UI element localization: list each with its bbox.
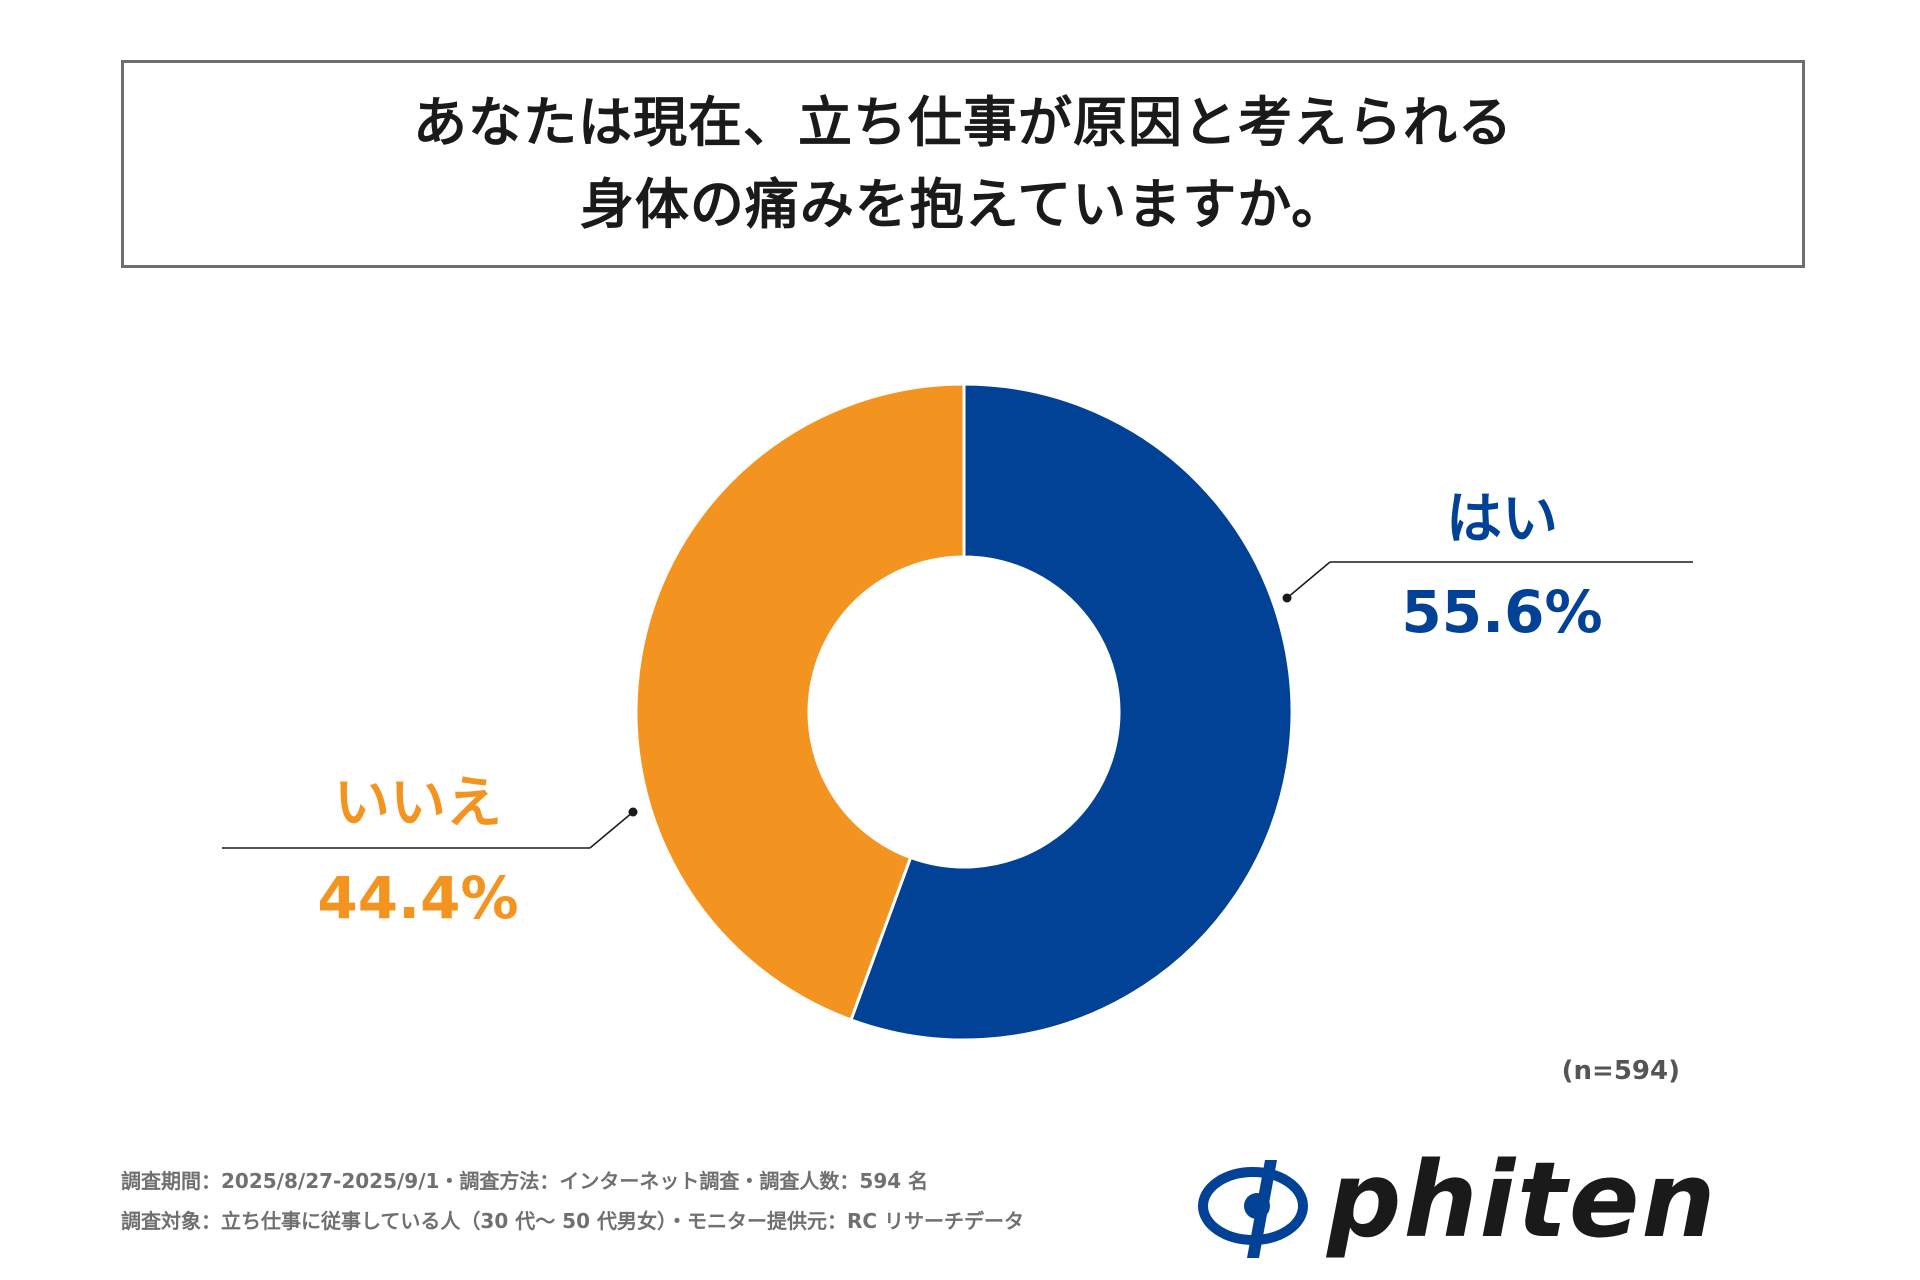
sample-size-label: (n=594): [1561, 1056, 1680, 1086]
chart-title-line-2: 身体の痛みを抱えていますか。: [579, 173, 1347, 236]
leader-dot-yes: [1282, 593, 1292, 603]
label-no-value: 44.4%: [317, 864, 518, 932]
donut-slices: [634, 382, 1294, 1042]
phiten-logo-mark-icon: [1198, 1160, 1308, 1258]
label-no-category: いいえ: [334, 771, 502, 836]
leader-line-no-diag: [589, 811, 634, 849]
donut-slice-no: [634, 382, 966, 1022]
footer-survey-target: 調査対象：立ち仕事に従事している人（30 代〜 50 代男女）・モニター提供元：…: [121, 1209, 1024, 1233]
leader-dot-no: [628, 807, 638, 817]
donut-slice-yes: [849, 382, 1294, 1042]
leader-line-yes-diag: [1286, 561, 1331, 599]
chart-title-line-1: あなたは現在、立ち仕事が原因と考えられる: [413, 91, 1513, 154]
label-yes-value: 55.6%: [1401, 578, 1602, 646]
label-yes-category: はい: [1446, 487, 1558, 552]
footer-survey-info: 調査期間：2025/8/27-2025/9/1・調査方法：インターネット調査・調…: [121, 1169, 929, 1193]
phiten-logo: phiten: [1198, 1150, 1717, 1261]
title-box: あなたは現在、立ち仕事が原因と考えられる 身体の痛みを抱えていますか。: [121, 60, 1805, 268]
phiten-logo-text: phiten: [1325, 1150, 1717, 1261]
